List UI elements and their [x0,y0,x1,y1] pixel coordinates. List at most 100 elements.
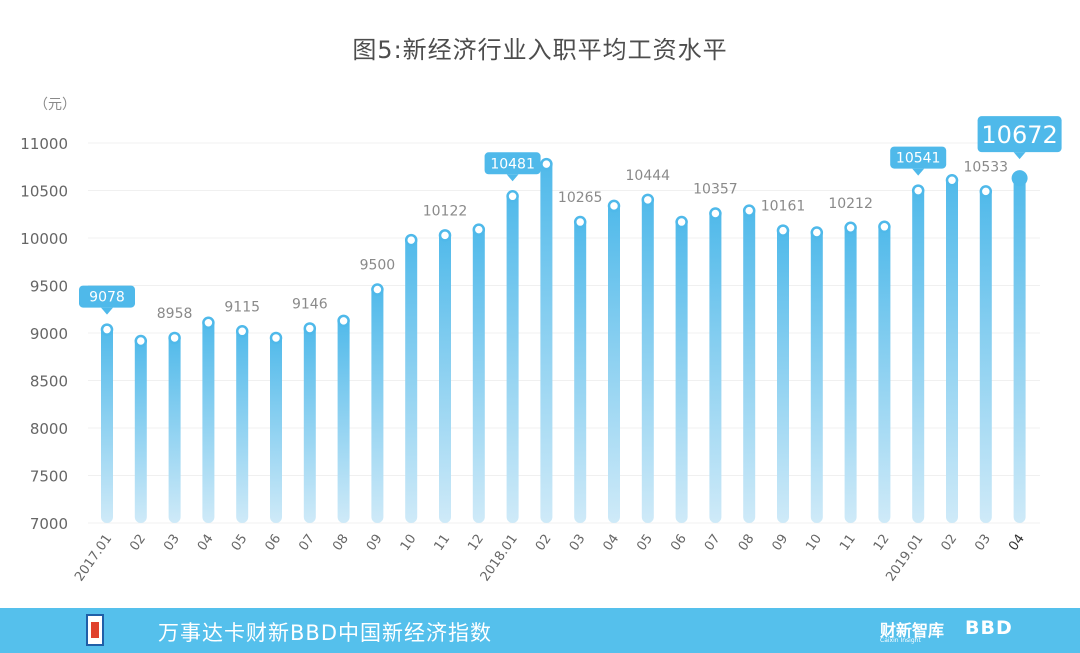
bar-top-marker [472,223,486,236]
bar-chart: （元）7000750080008500900095001000010500110… [20,97,1062,585]
bar [405,236,418,523]
bar-top-marker [269,331,283,345]
data-label: 10481 [490,156,535,172]
bar [641,195,654,523]
data-label-box [79,285,135,308]
y-tick-label: 7000 [30,515,68,533]
bar [202,318,215,523]
footer-bar: 万事达卡财新BBD中国新经济指数 财新智库 Caixin Insight BBD [0,608,1080,653]
bar-top-marker [742,204,756,217]
y-tick-label: 9000 [30,325,68,343]
x-tick-label: 08 [330,532,352,554]
bar [743,206,756,523]
data-label: 8958 [157,306,193,322]
bar [608,201,620,523]
bar-top-marker [675,215,688,229]
x-tick-label: 05 [634,532,656,554]
bar-top-marker [540,157,553,171]
bar-top-marker [810,226,824,239]
bar [1013,174,1026,523]
bar [101,325,113,523]
x-tick-label: 08 [736,532,758,554]
bar [168,333,181,523]
bar-top-marker [641,193,655,207]
bar-top-marker [844,221,857,234]
bar [912,186,925,524]
x-tick-label: 07 [702,532,724,554]
bar [303,324,316,523]
bar [777,226,789,523]
x-tick-label: 07 [296,532,318,554]
data-label: 9500 [360,258,396,274]
bar [675,218,688,524]
bar-top-marker [709,207,722,220]
bar [270,333,282,523]
data-label-pointer [1013,152,1026,160]
bar [337,316,350,523]
data-label-pointer [506,174,519,182]
bar [540,160,553,523]
bar-top-marker [979,185,993,198]
bar [574,218,587,524]
x-tick-label: 12 [871,532,893,554]
bar-top-marker [337,314,350,328]
bar-top-marker [506,190,519,203]
bar-top-marker [1011,170,1028,187]
data-label: 9078 [89,290,125,306]
data-label: 10212 [828,196,873,212]
data-label-box [977,116,1062,153]
bar [236,327,249,523]
bar-top-marker [573,215,587,229]
bar [371,285,384,523]
data-label: 10533 [964,159,1009,175]
x-tick-label: 2017.01 [72,532,115,585]
x-tick-label: 03 [972,532,994,554]
bar-top-marker [202,316,215,329]
bar [878,222,891,524]
y-tick-label: 9500 [30,278,68,296]
x-tick-label: 11 [431,532,453,554]
data-label: 10122 [423,203,468,219]
bar-top-marker [945,174,959,187]
y-tick-label: 8500 [30,373,68,391]
bar-top-marker [100,323,114,336]
x-tick-label: 03 [567,532,589,554]
data-label-box [484,152,541,175]
x-tick-label: 09 [769,532,791,554]
x-tick-label: 02 [127,532,149,554]
y-tick-label: 7500 [30,468,68,486]
caixin-insight-subtitle: Caixin Insight [880,637,921,644]
bbd-logo: BBD [965,617,1013,639]
chart-title: 图5:新经济行业入职平均工资水平 [352,36,728,64]
x-tick-label: 10 [803,532,825,554]
x-tick-label: 05 [229,532,251,554]
bar-top-marker [134,334,148,348]
data-label: 9115 [224,299,260,315]
bar-top-marker [168,331,181,345]
x-tick-label: 09 [364,532,386,554]
bar [810,228,823,523]
data-label-pointer [101,307,113,315]
bar [844,223,857,523]
x-tick-label: 04 [1006,532,1028,554]
x-tick-label: 02 [533,532,555,554]
bar-top-marker [371,283,384,296]
data-label: 10161 [761,199,806,215]
bar [134,336,147,523]
data-label: 10265 [558,190,603,206]
y-tick-label: 11000 [20,135,68,153]
x-tick-label: 04 [195,532,217,554]
y-tick-label: 10000 [20,230,68,248]
data-label-box [890,146,947,169]
y-tick-label: 10500 [20,183,68,201]
x-tick-label: 03 [161,532,183,554]
bar [439,231,451,523]
bar-top-marker [911,184,925,197]
caixin-insight-logo: 财新智库 [880,621,945,640]
x-tick-label: 06 [262,532,284,554]
bar-top-marker [404,233,418,247]
bar [472,225,485,523]
data-label: 10541 [896,151,941,167]
x-tick-label: 10 [398,532,420,554]
bar-top-marker [235,325,249,338]
